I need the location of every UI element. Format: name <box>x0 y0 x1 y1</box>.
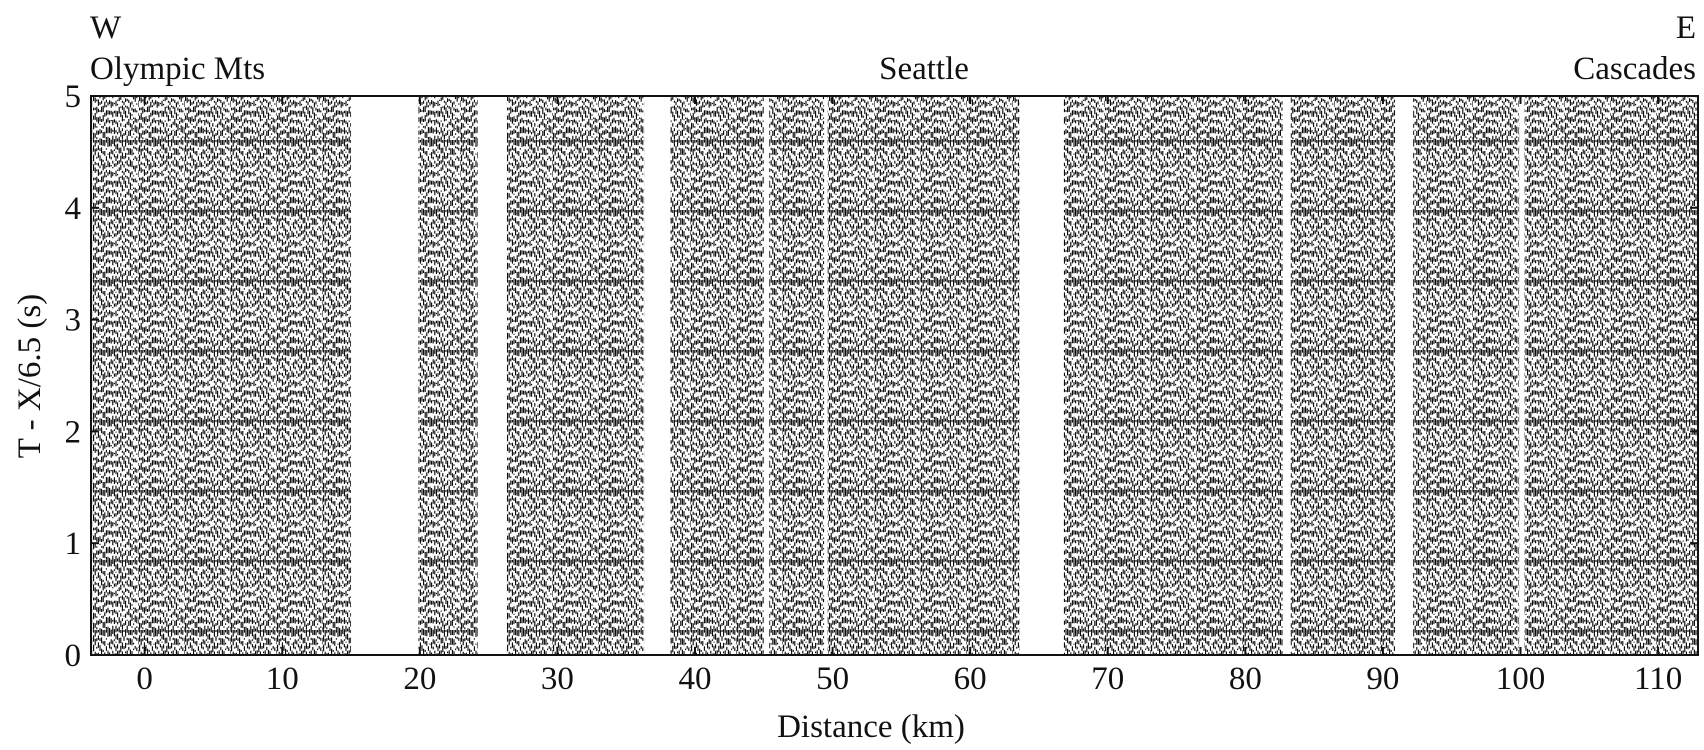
trace-panel <box>827 96 1020 655</box>
y-tick-label: 4 <box>65 191 82 227</box>
x-tick-label: 10 <box>266 661 299 697</box>
y-tick-label: 1 <box>65 526 82 562</box>
x-axis-label: Distance (km) <box>777 709 965 745</box>
annotation: Seattle <box>879 51 969 87</box>
y-tick-label: 2 <box>65 414 82 450</box>
trace-panel <box>1063 96 1283 655</box>
x-tick-label: 20 <box>403 661 436 697</box>
annotation: Cascades <box>1573 51 1696 87</box>
x-tick-label: 0 <box>136 661 153 697</box>
x-tick-label: 30 <box>541 661 574 697</box>
trace-panel <box>1413 96 1520 655</box>
east-label: E <box>1676 10 1696 46</box>
trace-panel <box>1524 96 1698 655</box>
x-tick-label: 50 <box>816 661 849 697</box>
annotation: Olympic Mts <box>90 51 265 87</box>
x-tick-label: 110 <box>1634 661 1682 697</box>
trace-panel <box>769 96 825 655</box>
trace-panel <box>418 96 478 655</box>
plot-frame <box>90 95 1699 656</box>
trace-panel <box>670 96 764 655</box>
trace-panel <box>506 96 645 655</box>
y-tick-label: 5 <box>65 79 82 115</box>
x-tick-label: 70 <box>1091 661 1124 697</box>
y-axis-label: T - X/6.5 (s) <box>12 294 48 458</box>
trace-panel <box>92 96 352 655</box>
x-tick-label: 90 <box>1366 661 1399 697</box>
x-tick-label: 40 <box>679 661 712 697</box>
trace-panel <box>1290 96 1396 655</box>
x-tick-label: 80 <box>1229 661 1262 697</box>
y-tick-label: 0 <box>65 638 82 674</box>
x-tick-label: 100 <box>1496 661 1546 697</box>
y-tick-label: 3 <box>65 303 82 339</box>
west-label: W <box>90 10 122 46</box>
x-tick-label: 60 <box>954 661 987 697</box>
